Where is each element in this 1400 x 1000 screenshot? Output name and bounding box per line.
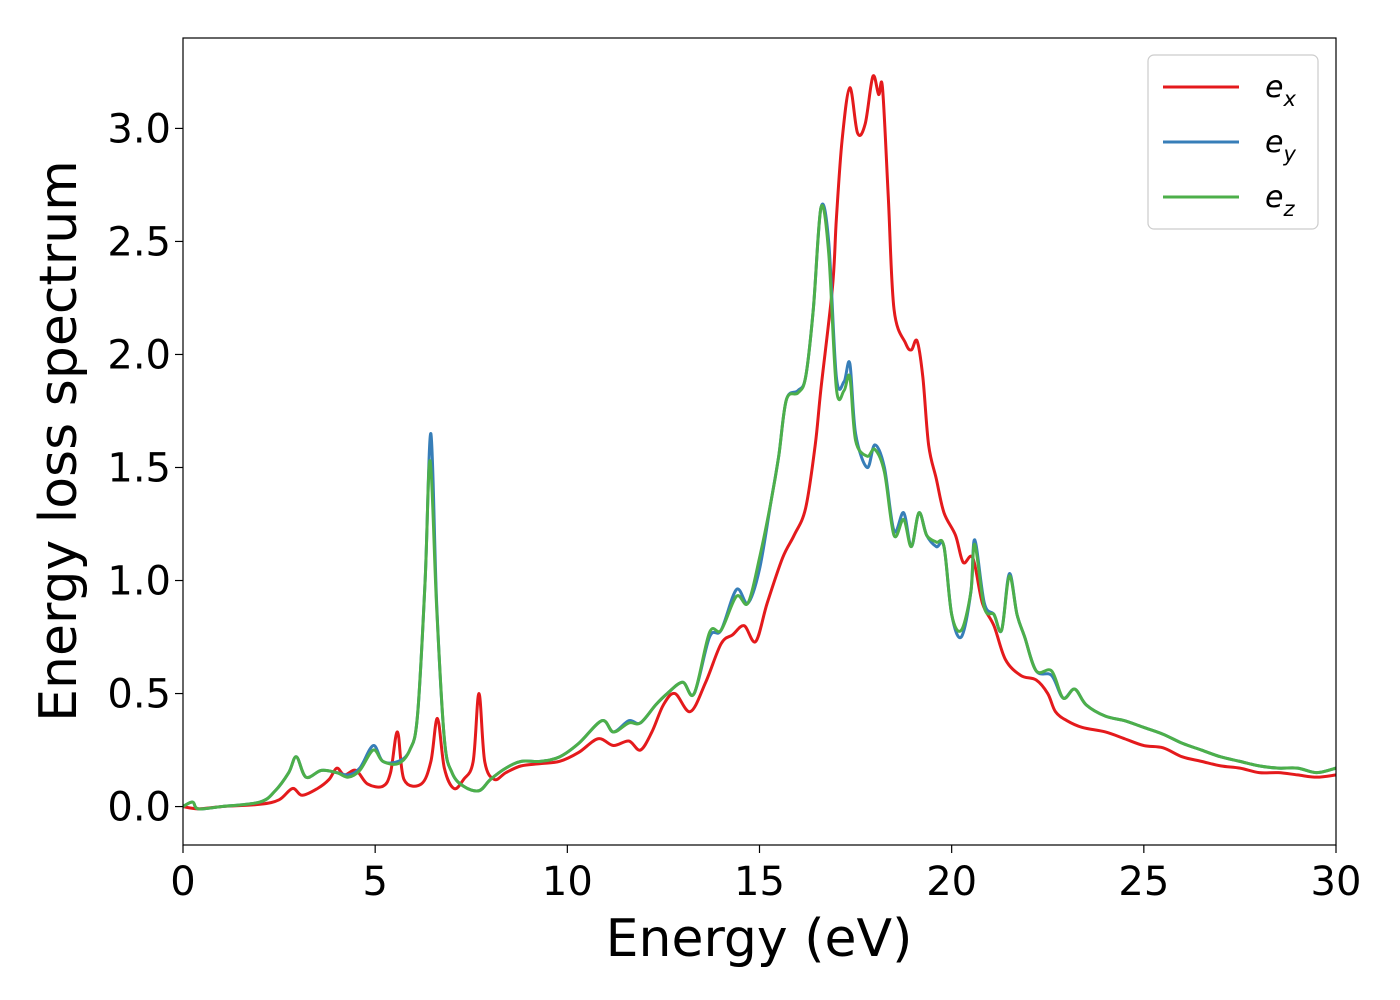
x-tick-label: 0 <box>170 859 195 905</box>
y-tick-label: 2.5 <box>107 219 171 265</box>
series-layer <box>183 74 1336 811</box>
y-tick-label: 1.5 <box>107 445 171 491</box>
plot-area <box>183 38 1336 845</box>
series-line-x <box>183 74 1336 811</box>
series-line-z <box>183 204 1336 811</box>
y-tick-label: 2.0 <box>107 332 171 378</box>
x-axis-title: Energy (eV) <box>606 909 913 969</box>
x-tick-label: 15 <box>734 859 785 905</box>
x-tick-label: 25 <box>1118 859 1169 905</box>
y-axis-title: Energy loss spectrum <box>29 160 89 722</box>
x-axis: 0 5 10 15 20 25 30 <box>170 845 1361 905</box>
x-tick-label: 20 <box>926 859 977 905</box>
x-tick-label: 5 <box>362 859 387 905</box>
y-tick-label: 1.0 <box>107 559 171 605</box>
x-tick-label: 30 <box>1311 859 1362 905</box>
y-tick-label: 0.0 <box>107 785 171 831</box>
y-tick-label: 0.5 <box>107 672 171 718</box>
y-axis: 0.0 0.5 1.0 1.5 2.0 2.5 3.0 <box>107 106 183 831</box>
x-tick-label: 10 <box>542 859 593 905</box>
y-tick-label: 3.0 <box>107 106 171 152</box>
